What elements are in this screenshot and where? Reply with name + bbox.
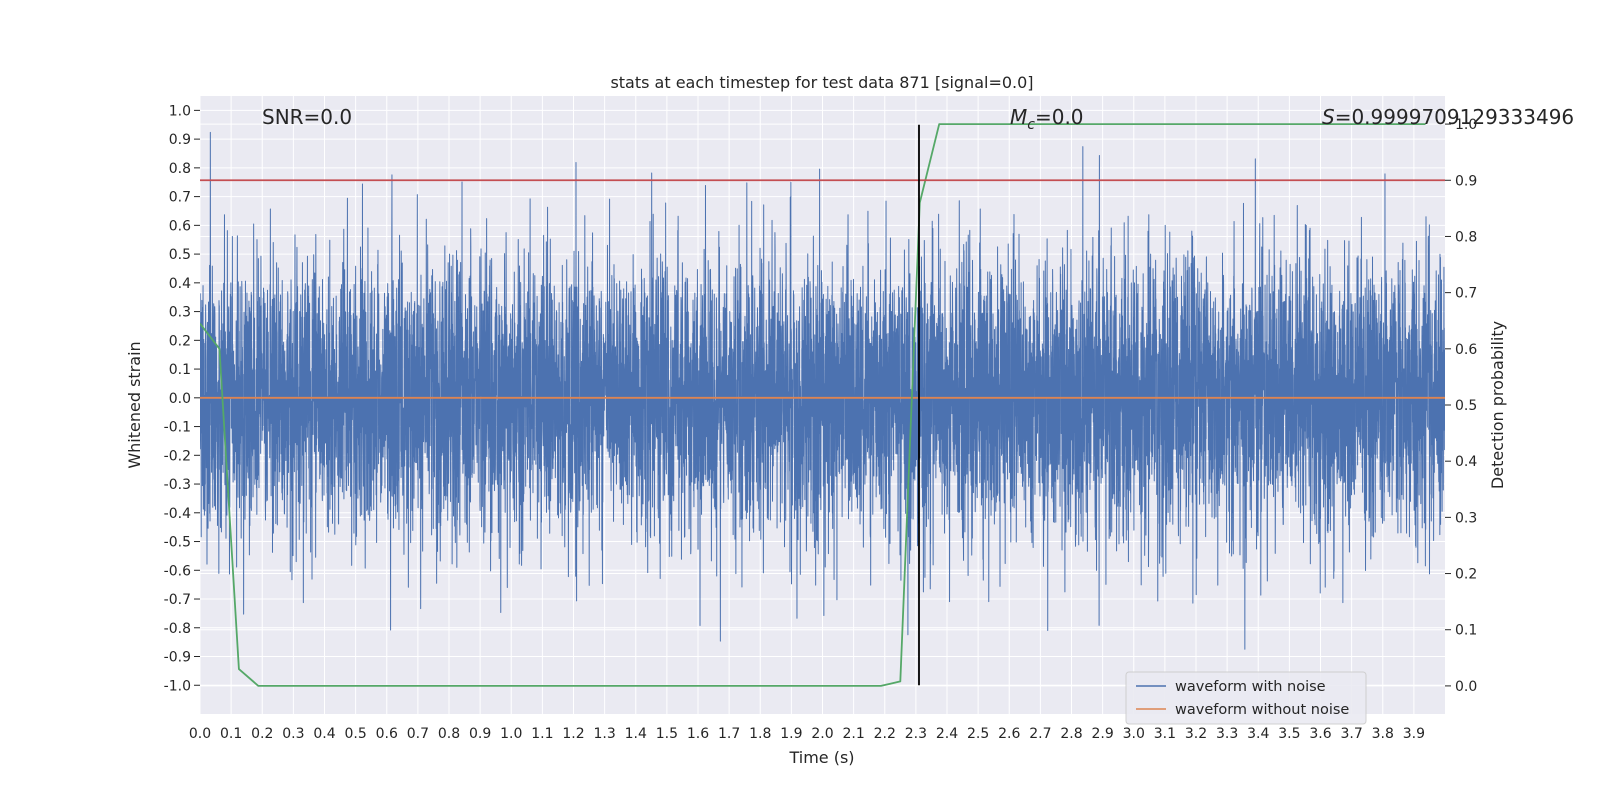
y-right-tick-label: 0.6 xyxy=(1455,342,1477,358)
y-tick-label: 0.3 xyxy=(169,305,191,321)
x-tick-label: 3.7 xyxy=(1340,726,1362,742)
y-tick-label: -0.3 xyxy=(164,477,191,493)
y-right-tick-label: 0.4 xyxy=(1455,454,1477,470)
y-right-tick-label: 0.1 xyxy=(1455,623,1477,639)
y-right-tick-label: 0.5 xyxy=(1455,398,1477,414)
y-right-tick-label: 0.7 xyxy=(1455,286,1477,302)
y-tick-label: 0.7 xyxy=(169,190,191,206)
x-tick-label: 0.7 xyxy=(407,726,429,742)
legend-box xyxy=(1125,671,1367,725)
x-tick-label: 1.0 xyxy=(500,726,522,742)
x-tick-label: 0.3 xyxy=(282,726,304,742)
y-right-tick-label: 0.0 xyxy=(1455,679,1477,695)
x-tick-label: 3.4 xyxy=(1247,726,1269,742)
y-tick-label: -0.4 xyxy=(164,506,191,522)
x-tick-label: 3.5 xyxy=(1278,726,1300,742)
x-tick-label: 3.3 xyxy=(1216,726,1238,742)
x-tick-label: 1.8 xyxy=(749,726,771,742)
y-right-tick-label: 0.2 xyxy=(1455,567,1477,583)
x-tick-label: 0.0 xyxy=(189,726,211,742)
y-right-tick-label: 0.9 xyxy=(1455,173,1477,189)
chart-title: stats at each timestep for test data 871… xyxy=(610,73,1033,92)
y-tick-label: 0.6 xyxy=(169,218,191,234)
x-tick-label: 3.1 xyxy=(1154,726,1176,742)
x-tick-label: 2.0 xyxy=(811,726,833,742)
y-right-axis-ticks: 1.0 0.9 0.8 0.7 0.6 0.5 0.4 0.3 0.2 0.1 0.0 xyxy=(1445,117,1477,695)
mc-subscript: c xyxy=(1027,117,1035,133)
x-tick-label: 3.6 xyxy=(1309,726,1331,742)
y-tick-label: -0.9 xyxy=(164,650,191,666)
y-right-tick-label: 0.8 xyxy=(1455,229,1477,245)
x-tick-label: 0.1 xyxy=(220,726,242,742)
s-annotation: S=0.9999709129333496 xyxy=(1322,105,1574,129)
x-tick-label: 1.1 xyxy=(531,726,553,742)
x-tick-label: 3.2 xyxy=(1185,726,1207,742)
x-tick-label: 1.4 xyxy=(625,726,647,742)
x-tick-label: 2.3 xyxy=(905,726,927,742)
plot-content xyxy=(200,123,1445,687)
s-symbol: S xyxy=(1322,105,1335,129)
x-tick-label: 0.5 xyxy=(344,726,366,742)
x-tick-label: 2.4 xyxy=(936,726,958,742)
x-axis-ticks: 0.0 0.1 0.2 0.3 0.4 0.5 0.6 0.7 0.8 0.9 1.0 1.1 1.2 1… xyxy=(189,726,1425,742)
y-tick-label: 0.8 xyxy=(169,161,191,177)
y-tick-label: -1.0 xyxy=(164,678,191,694)
x-tick-label: 2.7 xyxy=(1029,726,1051,742)
y-right-axis-label: Detection probability xyxy=(1488,321,1507,489)
x-tick-label: 1.2 xyxy=(562,726,584,742)
y-tick-label: 0.4 xyxy=(169,276,191,292)
x-tick-label: 3.0 xyxy=(1123,726,1145,742)
snr-annotation: SNR=0.0 xyxy=(262,105,352,129)
mc-value: =0.0 xyxy=(1035,105,1084,129)
x-tick-label: 0.9 xyxy=(469,726,491,742)
y-tick-label: 0.1 xyxy=(169,362,191,378)
y-right-tick-label: 0.3 xyxy=(1455,510,1477,526)
y-tick-label: -0.6 xyxy=(164,563,191,579)
x-tick-label: 2.8 xyxy=(1060,726,1082,742)
mc-annotation: Mc=0.0 xyxy=(1010,105,1084,133)
x-tick-label: 1.6 xyxy=(687,726,709,742)
x-tick-label: 2.2 xyxy=(874,726,896,742)
x-tick-label: 0.2 xyxy=(251,726,273,742)
x-tick-label: 0.6 xyxy=(376,726,398,742)
y-tick-label: -0.2 xyxy=(164,448,191,464)
x-tick-label: 2.1 xyxy=(842,726,864,742)
legend: waveform with noise waveform without noi… xyxy=(1125,671,1367,725)
x-tick-label: 2.9 xyxy=(1091,726,1113,742)
y-tick-label: -0.8 xyxy=(164,621,191,637)
x-tick-label: 1.5 xyxy=(656,726,678,742)
s-value: =0.9999709129333496 xyxy=(1335,105,1574,129)
y-tick-label: 0.0 xyxy=(169,391,191,407)
series-waveform-with-noise xyxy=(200,131,1445,650)
x-tick-label: 1.3 xyxy=(593,726,615,742)
legend-label-clean: waveform without noise xyxy=(1175,702,1349,718)
x-axis-label: Time (s) xyxy=(788,748,854,767)
legend-label-noise: waveform with noise xyxy=(1175,679,1326,695)
x-tick-label: 3.9 xyxy=(1403,726,1425,742)
mc-symbol: M xyxy=(1010,105,1027,129)
x-tick-label: 0.8 xyxy=(438,726,460,742)
x-tick-label: 1.9 xyxy=(780,726,802,742)
y-tick-label: -0.1 xyxy=(164,420,191,436)
x-tick-label: 1.7 xyxy=(718,726,740,742)
x-tick-label: 2.5 xyxy=(967,726,989,742)
y-tick-label: 1.0 xyxy=(169,103,191,119)
y-tick-label: 0.2 xyxy=(169,333,191,349)
y-tick-label: -0.7 xyxy=(164,592,191,608)
y-tick-label: -0.5 xyxy=(164,535,191,551)
x-tick-label: 3.8 xyxy=(1372,726,1394,742)
x-tick-label: 0.4 xyxy=(313,726,335,742)
y-axis-ticks: 1.0 0.9 0.8 0.7 0.6 0.5 0.4 0.3 0.2 0.1 0.0 -0.1 -0.… xyxy=(164,103,200,694)
y-right-tick-label: 1.0 xyxy=(1455,117,1477,133)
series-detection-probability xyxy=(200,123,1426,687)
y-tick-label: 0.5 xyxy=(169,247,191,263)
y-tick-label: 0.9 xyxy=(169,132,191,148)
x-tick-label: 2.6 xyxy=(998,726,1020,742)
y-axis-label: Whitened strain xyxy=(125,341,144,468)
